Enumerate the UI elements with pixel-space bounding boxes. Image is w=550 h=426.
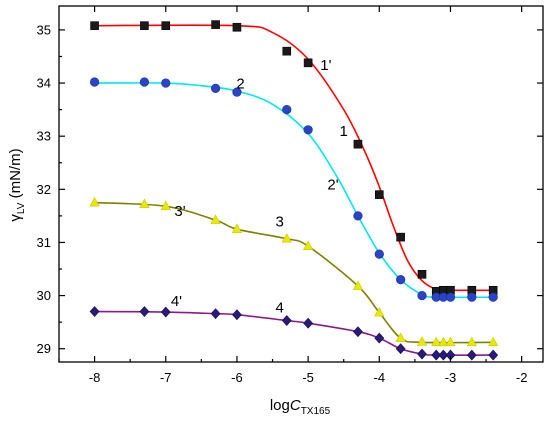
data-point-3 [210, 214, 221, 224]
data-point-4 [431, 349, 442, 361]
data-point-2 [161, 78, 171, 88]
data-point-2 [353, 211, 363, 221]
x-axis-label-main: C [290, 397, 301, 414]
data-point-4 [303, 317, 314, 329]
y-tick-label: 31 [37, 235, 51, 250]
data-point-1 [232, 22, 242, 32]
data-point-2 [303, 125, 313, 135]
data-point-2 [139, 77, 150, 87]
data-point-3 [231, 223, 243, 233]
curve-label: 1 [340, 123, 348, 140]
data-point-2 [210, 83, 221, 93]
data-point-2 [89, 77, 100, 87]
data-point-1 [282, 46, 292, 56]
data-point-1 [211, 20, 220, 29]
y-axis-label-main: γ [7, 214, 24, 222]
data-point-3 [374, 306, 385, 317]
y-axis-label: γLV (mN/m) [7, 148, 27, 221]
data-point-1 [417, 270, 427, 279]
curve-label: 4' [171, 293, 182, 310]
data-point-2 [467, 292, 477, 302]
data-point-1 [396, 232, 405, 242]
curve-label: 2' [327, 176, 338, 193]
data-point-3 [445, 336, 456, 347]
data-point-4 [374, 332, 385, 344]
y-tick-label: 32 [37, 182, 51, 197]
data-point-3 [281, 233, 292, 243]
y-tick-label: 35 [37, 22, 51, 37]
y-axis-label-suffix: (mN/m) [7, 148, 24, 202]
curve-label: 2 [236, 75, 244, 92]
curve-label: 3 [275, 214, 283, 231]
data-point-3 [466, 336, 477, 347]
data-markers [89, 20, 499, 361]
y-tick-label: 33 [37, 129, 51, 144]
data-point-3 [431, 336, 442, 347]
data-point-3 [139, 198, 150, 208]
x-tick-label: -8 [89, 370, 101, 385]
curve-labels: 1' 1 2 2' 3' 3 4' 4 [171, 57, 348, 317]
data-point-2 [417, 290, 427, 301]
data-point-3 [89, 196, 100, 207]
data-point-3 [303, 240, 314, 250]
data-point-4 [89, 306, 100, 317]
data-point-4 [210, 308, 221, 320]
x-tick-label: -2 [516, 370, 528, 385]
data-point-4 [353, 326, 363, 338]
data-point-3 [438, 336, 449, 347]
y-tick-label: 29 [37, 341, 51, 356]
data-point-4 [281, 315, 292, 327]
y-tick-label: 34 [37, 76, 51, 91]
data-point-1 [140, 21, 149, 30]
x-axis-label: logCTX165 [270, 397, 331, 417]
data-point-2 [374, 249, 384, 259]
data-point-3 [160, 200, 171, 211]
x-tick-label: -6 [231, 370, 243, 385]
curve-label: 1' [320, 57, 331, 74]
data-point-2 [282, 105, 292, 115]
data-point-4 [488, 349, 499, 361]
data-point-3 [352, 280, 364, 290]
data-point-4 [438, 349, 449, 361]
x-axis-label-prefix: log [270, 397, 290, 414]
data-point-2 [396, 275, 406, 285]
data-point-4 [160, 306, 171, 318]
y-tick-label: 30 [37, 288, 51, 303]
data-point-3 [416, 336, 428, 346]
data-point-4 [232, 309, 242, 321]
x-tick-label: -7 [160, 370, 172, 385]
data-point-4 [139, 306, 150, 317]
curve-label: 3' [174, 203, 185, 220]
y-axis-label-sub: LV [16, 202, 27, 214]
data-point-2 [445, 292, 456, 302]
data-point-1 [374, 190, 384, 199]
data-point-1 [90, 21, 99, 30]
x-axis-label-sub: TX165 [301, 406, 331, 417]
data-point-3 [488, 336, 499, 347]
plot-frame [58, 5, 544, 363]
data-point-4 [417, 348, 427, 360]
data-point-2 [488, 292, 498, 302]
data-point-1 [353, 139, 363, 149]
curve-label: 4 [275, 300, 283, 317]
x-tick-label: -5 [302, 370, 314, 385]
plot-area [59, 6, 543, 362]
data-point-4 [466, 349, 477, 361]
x-tick-label: -3 [445, 370, 457, 385]
data-point-1 [161, 21, 171, 30]
data-point-1 [303, 58, 313, 68]
data-point-3 [395, 332, 406, 342]
data-point-2 [232, 87, 242, 97]
x-tick-label: -4 [374, 370, 386, 385]
data-point-4 [395, 343, 406, 355]
